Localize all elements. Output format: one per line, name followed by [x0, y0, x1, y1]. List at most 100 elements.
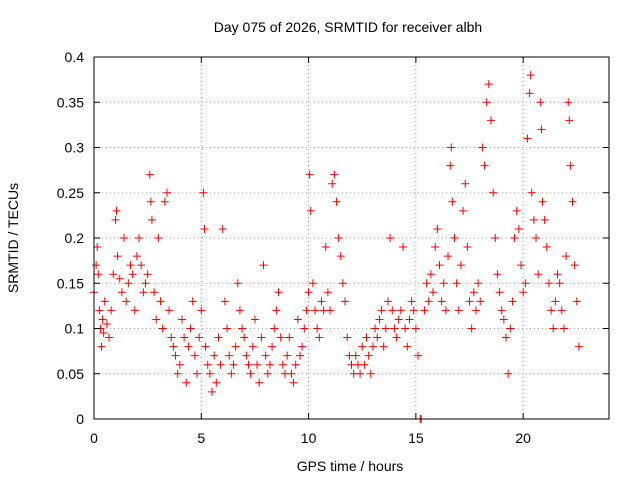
- data-point: [218, 224, 227, 233]
- data-point: [302, 306, 311, 315]
- data-point: [544, 279, 553, 288]
- x-axis-label: GPS time / hours: [297, 458, 404, 474]
- grid-lines: [94, 57, 609, 419]
- data-point: [532, 234, 541, 242]
- data-point: [95, 306, 104, 315]
- data-point: [246, 369, 255, 378]
- data-point: [193, 369, 201, 378]
- data-point: [223, 324, 232, 333]
- data-point: [197, 306, 206, 315]
- data-point: [208, 387, 217, 396]
- data-point: [143, 270, 152, 279]
- data-point: [162, 188, 171, 197]
- data-point: [499, 315, 508, 324]
- data-point: [368, 342, 377, 351]
- data-point: [502, 333, 510, 342]
- data-point: [137, 261, 146, 270]
- data-point: [171, 351, 180, 360]
- data-point: [356, 369, 365, 378]
- data-point: [306, 206, 315, 215]
- data-point: [373, 333, 382, 342]
- data-point: [141, 279, 150, 288]
- y-tick-label: 0.4: [65, 49, 85, 65]
- data-point: [270, 324, 279, 333]
- data-point: [130, 306, 139, 315]
- data-point: [210, 351, 219, 360]
- data-point: [165, 306, 174, 315]
- data-point: [534, 270, 543, 279]
- data-point: [390, 324, 399, 333]
- data-point: [526, 71, 535, 80]
- data-point: [308, 279, 317, 288]
- data-point: [491, 234, 500, 242]
- data-point: [450, 234, 459, 242]
- data-point: [212, 378, 221, 387]
- data-point: [555, 279, 564, 288]
- data-point: [132, 252, 141, 261]
- data-point: [366, 369, 375, 378]
- data-point: [274, 288, 283, 297]
- data-point: [102, 319, 111, 328]
- data-point: [343, 333, 352, 342]
- data-point: [388, 306, 397, 315]
- data-point: [422, 279, 431, 288]
- y-tick-label: 0.35: [57, 94, 84, 110]
- data-point: [519, 288, 528, 297]
- data-point: [323, 288, 332, 297]
- data-point: [371, 324, 380, 333]
- chart-title: Day 075 of 2026, SRMTID for receiver alb…: [214, 19, 482, 35]
- data-point: [463, 243, 472, 252]
- data-point: [330, 170, 339, 179]
- data-point: [291, 360, 300, 369]
- data-point: [272, 306, 281, 315]
- data-point: [94, 270, 103, 279]
- data-point: [115, 274, 124, 283]
- data-point: [231, 342, 240, 351]
- data-point: [225, 351, 234, 360]
- data-point: [459, 206, 468, 215]
- data-point: [399, 243, 407, 252]
- data-point: [92, 261, 101, 270]
- x-tick-label: 15: [408, 430, 424, 446]
- data-point: [120, 234, 129, 242]
- data-point: [98, 315, 107, 324]
- data-point: [203, 360, 212, 369]
- data-point: [482, 98, 491, 107]
- data-point: [572, 297, 581, 306]
- data-point: [566, 161, 575, 170]
- data-point: [523, 134, 532, 143]
- data-point: [547, 306, 556, 315]
- data-point: [200, 224, 209, 233]
- data-point: [182, 378, 191, 387]
- data-point: [469, 288, 478, 297]
- data-point: [549, 324, 558, 333]
- data-point: [184, 342, 193, 351]
- data-point: [199, 188, 208, 197]
- data-point: [235, 306, 244, 315]
- data-point: [486, 116, 495, 125]
- axis-ticks: 0 0.05 0.1 0.15 0.2 0.25 0.3 0.35 0.4 0 5 10 15 20: [57, 49, 609, 446]
- data-point: [341, 297, 350, 306]
- data-point: [305, 170, 314, 179]
- data-point: [313, 324, 322, 333]
- data-point: [537, 125, 546, 134]
- data-point: [328, 179, 337, 188]
- data-point: [298, 342, 307, 351]
- data-point: [285, 333, 294, 342]
- data-point: [426, 270, 435, 279]
- data-point: [480, 161, 489, 170]
- data-point: [289, 378, 298, 387]
- data-point: [205, 369, 214, 378]
- data-point: [448, 197, 457, 206]
- data-point: [261, 351, 270, 360]
- data-point: [401, 324, 410, 333]
- data-point: [574, 342, 583, 351]
- data-point: [201, 342, 210, 351]
- x-tick-label: 0: [90, 430, 98, 446]
- data-point: [564, 98, 573, 107]
- data-point: [259, 261, 268, 270]
- data-point: [107, 306, 116, 315]
- data-point: [441, 306, 450, 315]
- data-point: [461, 179, 470, 188]
